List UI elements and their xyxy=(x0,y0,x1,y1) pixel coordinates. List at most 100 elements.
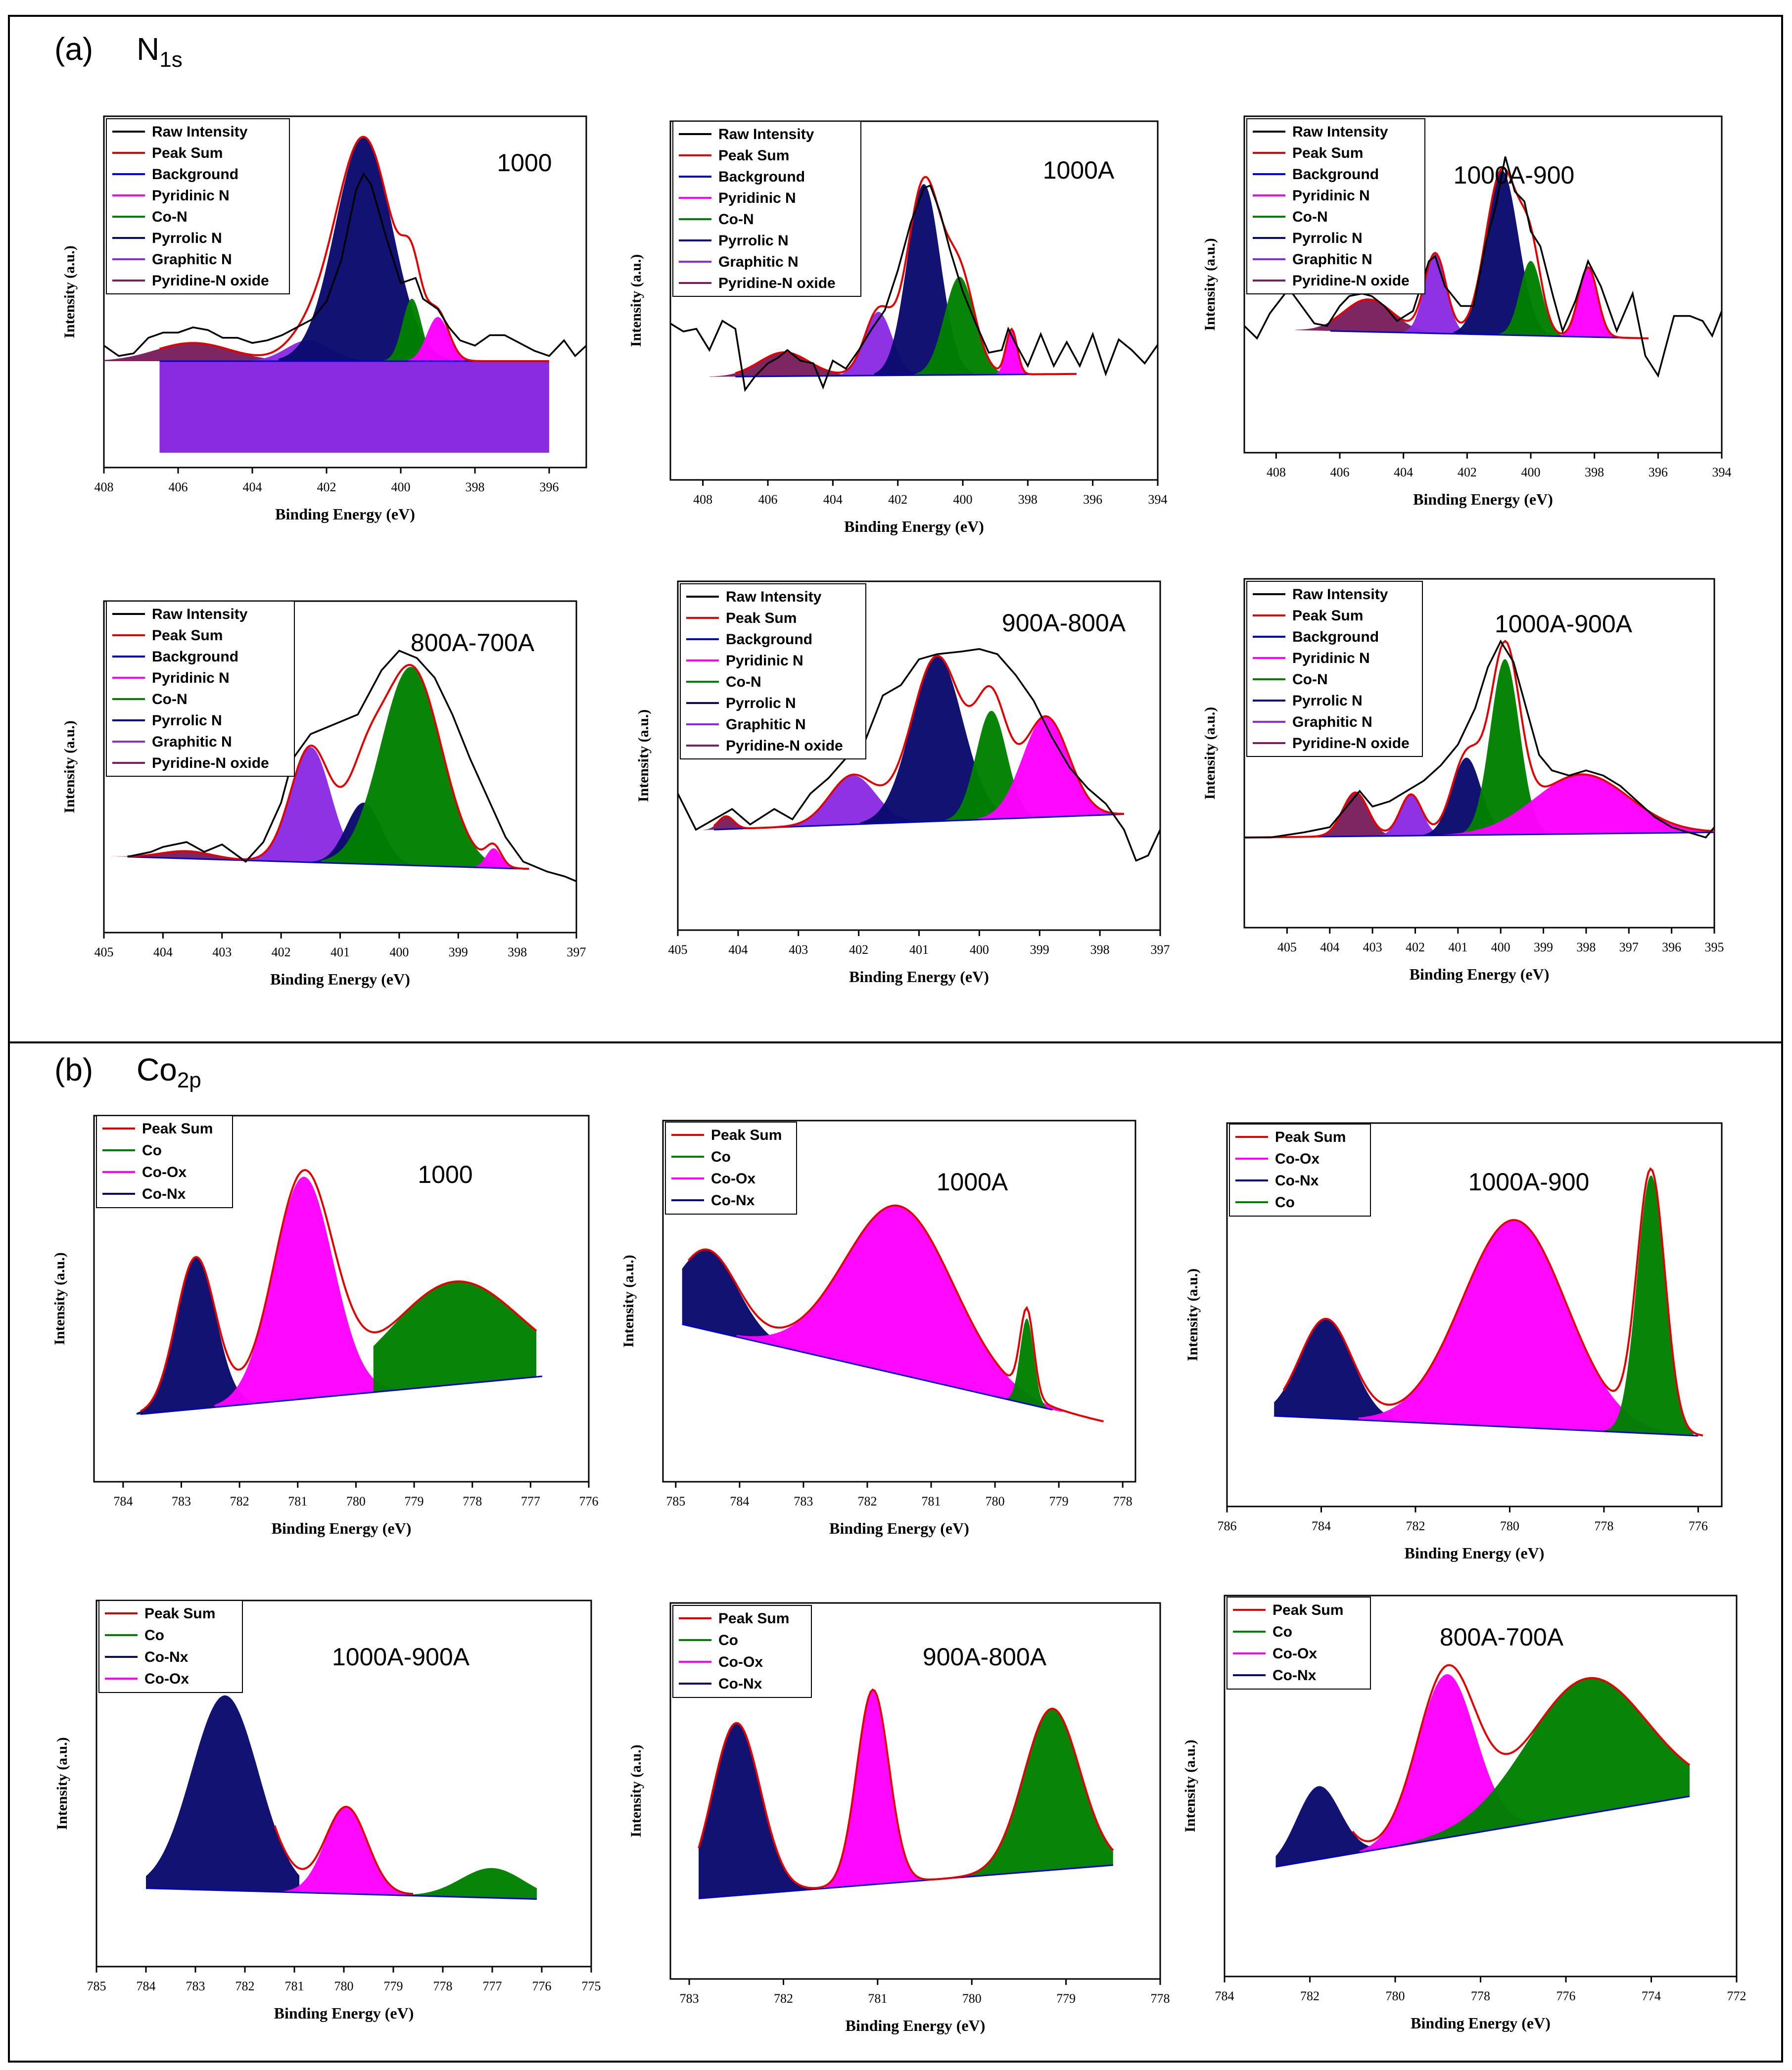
chart-8-marks xyxy=(682,1204,1104,1423)
panel-a-label: (a) N1s xyxy=(54,31,183,72)
chart-4-legend-label-graphitic-n: Graphitic N xyxy=(152,734,232,750)
chart-12-xtick-label-776: 776 xyxy=(1556,1989,1576,2003)
chart-7-peak-sum-line xyxy=(140,1169,537,1412)
chart-1-legend-label-pyridinic-n: Pyridinic N xyxy=(152,188,230,204)
chart-1-peak-pyridine-n-oxide xyxy=(104,343,307,361)
chart-4-legend-box xyxy=(106,601,295,777)
panel-a-letter: (a) xyxy=(54,31,94,67)
chart-3-xtick-label-394: 394 xyxy=(1712,465,1732,479)
chart-12-legend-label-peak-sum: Peak Sum xyxy=(1273,1602,1343,1618)
chart-5-peak-pyridine-n-oxide xyxy=(703,816,750,830)
chart-3-peak-graphitic-n xyxy=(1403,253,1468,334)
panel-a-element: N1s xyxy=(137,31,183,72)
chart-5-legend-label-co-n: Co-N xyxy=(726,674,761,690)
chart-1-xtick-label-398: 398 xyxy=(466,480,485,494)
chart-2-legend-label-pyridinic-n: Pyridinic N xyxy=(718,190,796,206)
chart-3-legend-label-pyridinic-n: Pyridinic N xyxy=(1292,188,1370,204)
chart-4-legend-label-peak-sum: Peak Sum xyxy=(152,627,223,644)
panel-a-element-symbol: N xyxy=(137,31,160,67)
chart-12-peak-co-nx xyxy=(1275,1786,1408,1867)
panel-b-border xyxy=(8,1041,1783,2063)
chart-7-x-axis-label: Binding Energy (eV) xyxy=(272,1519,412,1537)
chart-3: 408 406 404 402 400 398 396 394 Binding Energy (… xyxy=(1202,115,1732,508)
chart-3-background-line xyxy=(1330,330,1649,339)
chart-9-legend-label-co: Co xyxy=(1275,1194,1295,1211)
chart-11-peak-sum-line xyxy=(698,1688,1114,1889)
chart-4-xtick-label-403: 403 xyxy=(212,945,232,959)
chart-12-legend-label-co-nx: Co-Nx xyxy=(1273,1667,1317,1684)
chart-1-legend-box xyxy=(106,118,290,294)
chart-8-xtick-label-779: 779 xyxy=(1049,1494,1069,1508)
chart-10-y-axis-label: Intensity (a.u.) xyxy=(54,1737,70,1830)
chart-12-x-axis-label: Binding Energy (eV) xyxy=(1411,2014,1551,2032)
chart-11-xtick-label-782: 782 xyxy=(774,1991,793,2006)
chart-4-peak-graphitic-n xyxy=(250,747,371,864)
chart-9-xtick-label-780: 780 xyxy=(1500,1519,1519,1533)
chart-12: 784 782 780 778 776 774 772 Binding Energy (eV)… xyxy=(1182,1595,1746,2032)
chart-3-legend-label-graphitic-n: Graphitic N xyxy=(1292,251,1372,268)
chart-7-y-axis-label: Intensity (a.u.) xyxy=(51,1252,68,1345)
chart-11: 783 782 781 780 779 778 Binding Energy (eV) Int… xyxy=(628,1602,1170,2034)
chart-8-xtick-label-784: 784 xyxy=(730,1494,749,1508)
chart-4-peak-pyridine-n-oxide xyxy=(111,851,262,861)
chart-8-xtick-label-785: 785 xyxy=(666,1494,685,1508)
chart-11-xtick-label-779: 779 xyxy=(1056,1991,1076,2006)
chart-2-legend-label-pyridine-n-oxide: Pyridine-N oxide xyxy=(718,275,836,291)
chart-8-legend-label-co-nx: Co-Nx xyxy=(711,1192,755,1209)
chart-8-peak-sum-line xyxy=(688,1204,1104,1423)
chart-6-background-line xyxy=(1244,831,1714,839)
chart-4-legend-label-pyrrolic-n: Pyrrolic N xyxy=(152,712,222,729)
chart-6-legend-label-pyridinic-n: Pyridinic N xyxy=(1292,650,1370,666)
chart-6-xtick-label-398: 398 xyxy=(1576,940,1596,954)
chart-4: 405 404 403 402 401 400 399 398 397 Binding Energ… xyxy=(61,600,586,988)
chart-2-peak-pyridine-n-oxide xyxy=(709,352,859,377)
chart-5-xtick-label-402: 402 xyxy=(849,942,868,957)
chart-1-marks xyxy=(104,136,586,453)
chart-2-xtick-label-402: 402 xyxy=(888,492,907,507)
chart-3-peak-co-n xyxy=(1498,261,1563,336)
chart-2-xtick-label-406: 406 xyxy=(758,492,778,507)
chart-7-xtick-label-782: 782 xyxy=(230,1494,249,1508)
chart-12-legend-label-co-ox: Co-Ox xyxy=(1273,1646,1317,1662)
chart-12-title: 800A-700A xyxy=(1440,1623,1564,1651)
chart-4-xtick-label-397: 397 xyxy=(567,945,586,959)
chart-9-peak-co-nx xyxy=(1274,1319,1477,1426)
chart-11-xtick-label-781: 781 xyxy=(868,1991,887,2006)
chart-4-xtick-label-398: 398 xyxy=(508,945,527,959)
panel-b-element-symbol: Co xyxy=(137,1052,177,1087)
chart-9-legend-label-co-nx: Co-Nx xyxy=(1275,1173,1319,1189)
chart-10-xtick-label-781: 781 xyxy=(285,1979,304,1993)
panel-b-element: Co2p xyxy=(137,1052,201,1092)
chart-7-xtick-label-781: 781 xyxy=(288,1494,307,1508)
chart-12-xtick-label-774: 774 xyxy=(1642,1989,1661,2003)
chart-10-xtick-label-779: 779 xyxy=(384,1979,403,1993)
chart-5-legend-label-background: Background xyxy=(726,631,812,648)
chart-2-legend-label-peak-sum: Peak Sum xyxy=(718,147,789,164)
chart-3-xtick-label-404: 404 xyxy=(1394,465,1413,479)
chart-7-xtick-label-778: 778 xyxy=(463,1494,482,1508)
chart-4-marks xyxy=(111,650,576,882)
chart-2-xtick-label-396: 396 xyxy=(1083,492,1102,507)
chart-10-legend-box xyxy=(98,1600,243,1693)
chart-1-legend-label-pyridine-n-oxide: Pyridine-N oxide xyxy=(152,273,269,289)
chart-3-legend-label-background: Background xyxy=(1292,166,1379,183)
chart-9-legend-box xyxy=(1229,1124,1371,1217)
chart-9-xtick-label-784: 784 xyxy=(1312,1519,1331,1533)
chart-8-legend-box xyxy=(665,1122,797,1215)
chart-5-xtick-label-401: 401 xyxy=(909,942,929,957)
chart-1-y-axis-label: Intensity (a.u.) xyxy=(61,245,78,338)
chart-5-x-axis-label: Binding Energy (eV) xyxy=(849,968,989,986)
chart-4-xtick-label-400: 400 xyxy=(389,945,409,959)
chart-6-legend-label-pyridine-n-oxide: Pyridine-N oxide xyxy=(1292,735,1410,752)
chart-6-peak-pyridinic-n xyxy=(1440,774,1714,836)
chart-3-xtick-label-406: 406 xyxy=(1330,465,1350,479)
chart-9-title: 1000A-900 xyxy=(1468,1168,1590,1196)
chart-9-peak-sum-line xyxy=(1282,1167,1703,1437)
chart-7-legend-box xyxy=(96,1115,233,1208)
chart-11-legend-label-co-nx: Co-Nx xyxy=(718,1676,762,1692)
chart-6-raw-intensity-line xyxy=(1244,639,1714,839)
chart-11-title: 900A-800A xyxy=(923,1643,1047,1671)
chart-6-xtick-label-401: 401 xyxy=(1448,940,1467,954)
chart-4-xtick-label-401: 401 xyxy=(330,945,350,959)
